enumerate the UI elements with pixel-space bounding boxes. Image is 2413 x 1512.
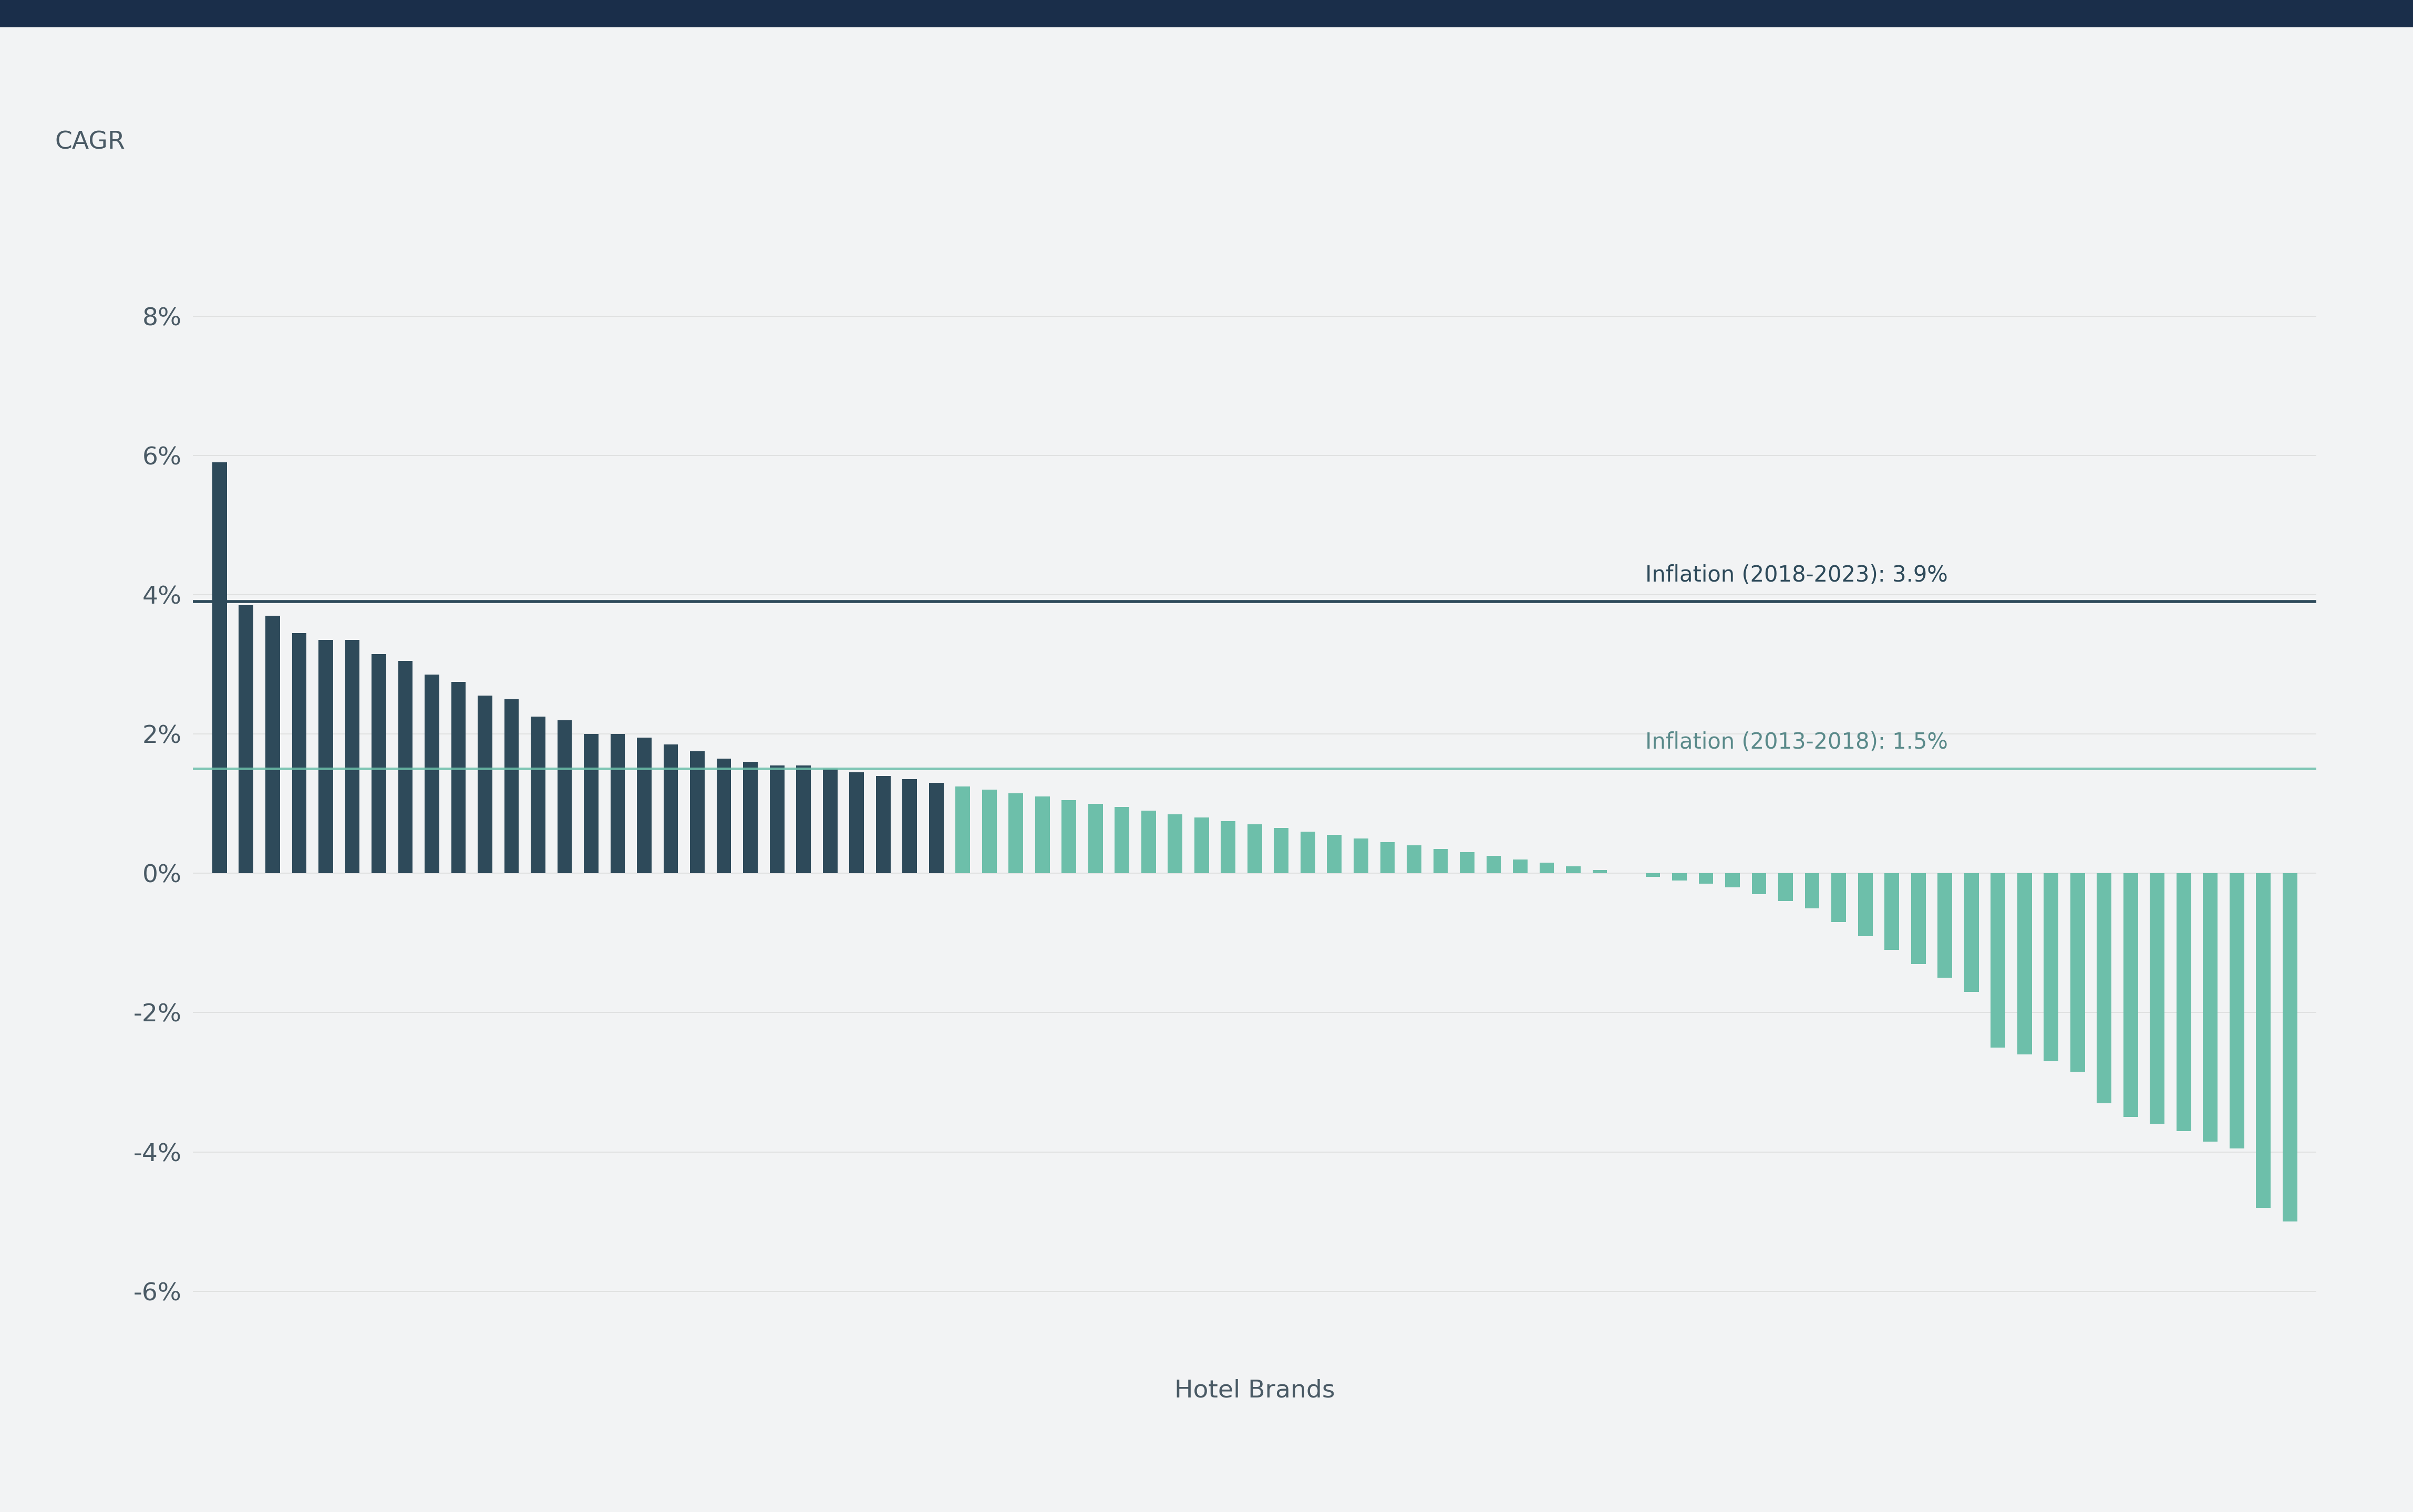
Bar [1725, 874, 1740, 888]
Bar [1513, 859, 1527, 874]
Text: CAGR: CAGR [55, 130, 125, 154]
Bar [1778, 874, 1793, 901]
Bar [1301, 832, 1315, 874]
Bar [902, 779, 917, 874]
Bar [1274, 829, 1289, 874]
Bar [2017, 874, 2032, 1054]
Bar [2097, 874, 2111, 1104]
Text: Inflation (2018-2023): 3.9%: Inflation (2018-2023): 3.9% [1646, 564, 1947, 587]
Bar [1035, 797, 1050, 874]
Bar [1486, 856, 1501, 874]
Bar [1646, 874, 1660, 877]
Bar [876, 776, 890, 874]
Bar [743, 762, 758, 874]
Bar [2123, 874, 2138, 1117]
Bar [372, 653, 386, 874]
Bar [2230, 874, 2244, 1149]
Bar [1991, 874, 2005, 1048]
Bar [2070, 874, 2085, 1072]
Bar [1699, 874, 1713, 883]
Bar [637, 738, 652, 874]
Bar [292, 634, 306, 874]
Bar [1938, 874, 1952, 978]
Bar [823, 768, 837, 874]
Bar [1805, 874, 1819, 909]
Bar [2044, 874, 2058, 1061]
Bar [1566, 866, 1581, 874]
Bar [796, 765, 811, 874]
Bar [717, 759, 731, 874]
Bar [1168, 813, 1182, 874]
Bar [239, 605, 253, 874]
Bar [319, 640, 333, 874]
Bar [265, 615, 280, 874]
Bar [1911, 874, 1926, 963]
Bar [664, 744, 678, 874]
Bar [398, 661, 413, 874]
Bar [1672, 874, 1687, 880]
Bar [1858, 874, 1872, 936]
Bar [2177, 874, 2191, 1131]
Bar [1141, 810, 1156, 874]
Bar [1062, 800, 1076, 874]
X-axis label: Hotel Brands: Hotel Brands [1175, 1379, 1334, 1403]
Bar [425, 674, 439, 874]
Bar [1088, 804, 1103, 874]
Bar [2150, 874, 2164, 1123]
Bar [610, 733, 625, 874]
Bar [1433, 848, 1448, 874]
Bar [1539, 863, 1554, 874]
Bar [557, 720, 572, 874]
Bar [1115, 807, 1129, 874]
Text: Inflation (2013-2018): 1.5%: Inflation (2013-2018): 1.5% [1646, 732, 1947, 753]
Bar [1407, 845, 1421, 874]
Bar [451, 682, 466, 874]
Bar [929, 783, 943, 874]
Bar [1831, 874, 1846, 922]
Bar [345, 640, 360, 874]
Bar [1964, 874, 1979, 992]
Bar [1752, 874, 1766, 894]
Bar [1009, 794, 1023, 874]
Bar [1194, 818, 1209, 874]
Bar [956, 786, 970, 874]
Bar [690, 751, 705, 874]
Bar [1248, 824, 1262, 874]
Bar [1460, 853, 1474, 874]
Bar [1380, 842, 1395, 874]
Bar [1221, 821, 1235, 874]
Bar [1354, 839, 1368, 874]
Bar [770, 765, 784, 874]
Bar [1593, 869, 1607, 874]
Bar [584, 733, 598, 874]
Bar [2203, 874, 2218, 1142]
Bar [1885, 874, 1899, 950]
Bar [212, 463, 227, 874]
Bar [982, 789, 997, 874]
Bar [2256, 874, 2271, 1208]
Bar [531, 717, 545, 874]
Bar [478, 696, 492, 874]
Bar [1327, 835, 1342, 874]
Bar [2283, 874, 2297, 1222]
Bar [849, 773, 864, 874]
Bar [504, 699, 519, 874]
